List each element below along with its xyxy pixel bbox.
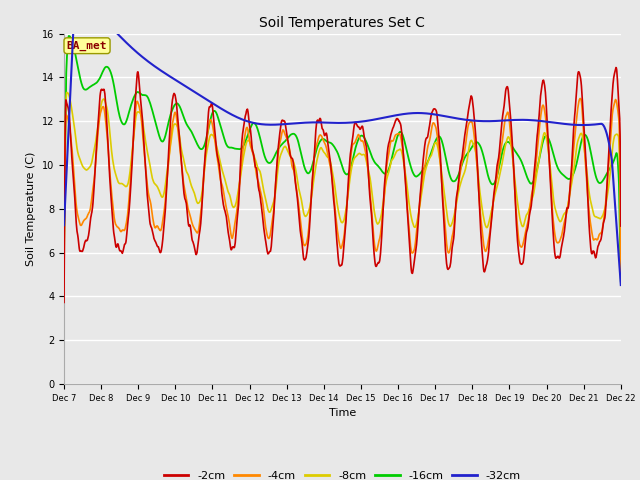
X-axis label: Time: Time	[329, 408, 356, 418]
Text: BA_met: BA_met	[67, 41, 108, 51]
Legend: -2cm, -4cm, -8cm, -16cm, -32cm: -2cm, -4cm, -8cm, -16cm, -32cm	[159, 467, 525, 480]
Title: Soil Temperatures Set C: Soil Temperatures Set C	[259, 16, 426, 30]
Y-axis label: Soil Temperature (C): Soil Temperature (C)	[26, 152, 36, 266]
